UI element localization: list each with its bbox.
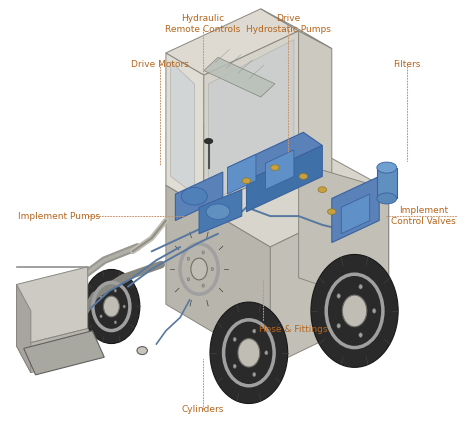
Polygon shape <box>199 190 242 234</box>
Ellipse shape <box>181 187 207 205</box>
Polygon shape <box>265 150 294 190</box>
Polygon shape <box>204 57 275 97</box>
Ellipse shape <box>265 351 268 355</box>
Ellipse shape <box>191 258 207 280</box>
Polygon shape <box>166 141 299 207</box>
Polygon shape <box>166 9 299 75</box>
Text: Drive
Hydrostatic Pumps: Drive Hydrostatic Pumps <box>246 14 331 34</box>
Polygon shape <box>261 9 332 49</box>
Ellipse shape <box>328 209 336 214</box>
Ellipse shape <box>299 174 308 179</box>
Ellipse shape <box>318 187 327 192</box>
Polygon shape <box>17 267 88 346</box>
Polygon shape <box>24 331 104 375</box>
Polygon shape <box>166 185 270 366</box>
Ellipse shape <box>210 302 288 404</box>
Ellipse shape <box>337 294 340 298</box>
Ellipse shape <box>271 165 279 171</box>
Ellipse shape <box>242 178 251 184</box>
Text: Hose & Fittings: Hose & Fittings <box>259 325 327 334</box>
Polygon shape <box>270 190 389 366</box>
Polygon shape <box>166 53 204 207</box>
Ellipse shape <box>187 278 190 281</box>
Ellipse shape <box>377 193 397 204</box>
Ellipse shape <box>100 295 102 298</box>
Ellipse shape <box>100 315 102 318</box>
Polygon shape <box>341 194 370 234</box>
Polygon shape <box>17 329 102 373</box>
Ellipse shape <box>238 339 260 367</box>
Ellipse shape <box>204 138 213 144</box>
Ellipse shape <box>377 162 397 173</box>
Ellipse shape <box>253 329 256 333</box>
Polygon shape <box>204 31 299 207</box>
Text: Cylinders: Cylinders <box>182 405 224 414</box>
Polygon shape <box>246 146 322 212</box>
Text: Drive Motors: Drive Motors <box>131 60 189 68</box>
Ellipse shape <box>170 230 228 308</box>
Ellipse shape <box>123 305 125 308</box>
Polygon shape <box>299 31 332 181</box>
Ellipse shape <box>359 333 362 337</box>
Ellipse shape <box>373 309 376 313</box>
Polygon shape <box>209 40 294 203</box>
Polygon shape <box>166 132 389 247</box>
Ellipse shape <box>114 289 117 292</box>
Polygon shape <box>175 172 223 220</box>
Polygon shape <box>228 132 322 181</box>
Text: Implement
Control Valves: Implement Control Valves <box>391 206 456 226</box>
Ellipse shape <box>311 254 398 367</box>
Polygon shape <box>171 62 194 194</box>
Polygon shape <box>299 163 389 309</box>
Polygon shape <box>332 176 379 243</box>
Ellipse shape <box>253 373 256 377</box>
Bar <box>377 168 397 198</box>
Ellipse shape <box>211 267 213 271</box>
Ellipse shape <box>359 284 362 289</box>
Text: Hydraulic
Remote Controls: Hydraulic Remote Controls <box>165 14 240 34</box>
Ellipse shape <box>202 284 204 287</box>
Ellipse shape <box>103 296 119 317</box>
Polygon shape <box>17 284 31 373</box>
Ellipse shape <box>233 364 236 368</box>
Ellipse shape <box>342 295 367 327</box>
Text: Filters: Filters <box>393 60 420 68</box>
Ellipse shape <box>187 257 190 260</box>
Polygon shape <box>228 154 256 194</box>
Ellipse shape <box>83 269 140 344</box>
Ellipse shape <box>114 321 117 324</box>
Ellipse shape <box>233 337 236 341</box>
Ellipse shape <box>202 251 204 254</box>
Ellipse shape <box>337 324 340 328</box>
Ellipse shape <box>137 347 147 355</box>
Text: Implement Pumps: Implement Pumps <box>18 212 100 220</box>
Ellipse shape <box>206 204 230 219</box>
